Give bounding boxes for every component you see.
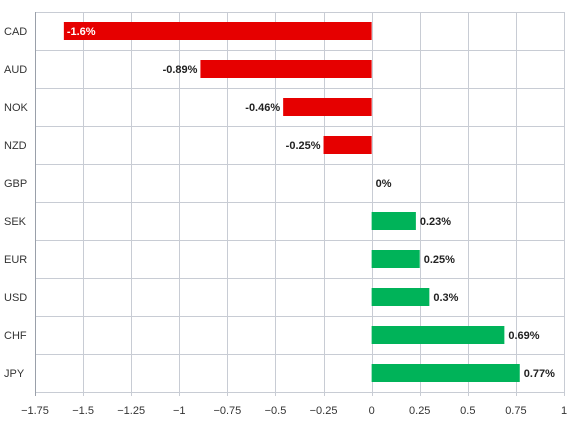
category-labels: CAD AUD NOK NZD GBP SEK EUR USD CHF JPY — [4, 26, 29, 380]
x-tick-label: 0.75 — [505, 405, 526, 417]
data-label: 0.3% — [433, 292, 458, 304]
bar — [63, 22, 372, 40]
bar — [371, 250, 420, 268]
category-label: NZD — [4, 140, 27, 152]
x-tick-label: −1.75 — [21, 405, 49, 417]
data-label: 0% — [376, 178, 392, 190]
x-tick-label: 1 — [561, 405, 567, 417]
x-tick-label: 0.25 — [409, 405, 430, 417]
x-tick-label: −1.25 — [117, 405, 145, 417]
category-label: GBP — [4, 178, 27, 190]
x-tick-label: −0.75 — [213, 405, 241, 417]
x-axis-tick-labels: −1.75 −1.5 −1.25 −1 −0.75 −0.5 −0.25 0 0.25 0.5 0.… — [21, 405, 567, 417]
data-label: -1.6% — [67, 26, 96, 38]
data-label: 0.77% — [524, 368, 555, 380]
category-label: USD — [4, 292, 27, 304]
category-label: NOK — [4, 102, 29, 114]
bars — [63, 22, 520, 382]
bar — [371, 288, 430, 306]
category-label: CHF — [4, 330, 27, 342]
bar — [371, 364, 520, 382]
bar — [371, 212, 416, 230]
x-tick-label: 0 — [369, 405, 375, 417]
data-label: -0.25% — [286, 140, 321, 152]
category-label: EUR — [4, 254, 27, 266]
category-label: JPY — [4, 368, 25, 380]
data-label: -0.89% — [163, 64, 198, 76]
bar — [283, 98, 372, 116]
bar — [371, 326, 505, 344]
x-tick-label: −1 — [173, 405, 186, 417]
category-label: CAD — [4, 26, 27, 38]
x-tick-label: −0.5 — [265, 405, 287, 417]
bar — [200, 60, 372, 78]
data-label: 0.69% — [508, 330, 539, 342]
category-label: AUD — [4, 64, 27, 76]
data-label: -0.46% — [245, 102, 280, 114]
data-labels: -1.6% -0.89% -0.46% -0.25% 0% 0.23% 0.25% 0.3% 0… — [67, 26, 555, 380]
data-label: 0.23% — [420, 216, 451, 228]
x-tick-label: −0.25 — [310, 405, 338, 417]
data-label: 0.25% — [424, 254, 455, 266]
bar — [323, 136, 372, 154]
category-label: SEK — [4, 216, 27, 228]
x-tick-label: −1.5 — [72, 405, 94, 417]
x-tick-label: 0.5 — [460, 405, 475, 417]
